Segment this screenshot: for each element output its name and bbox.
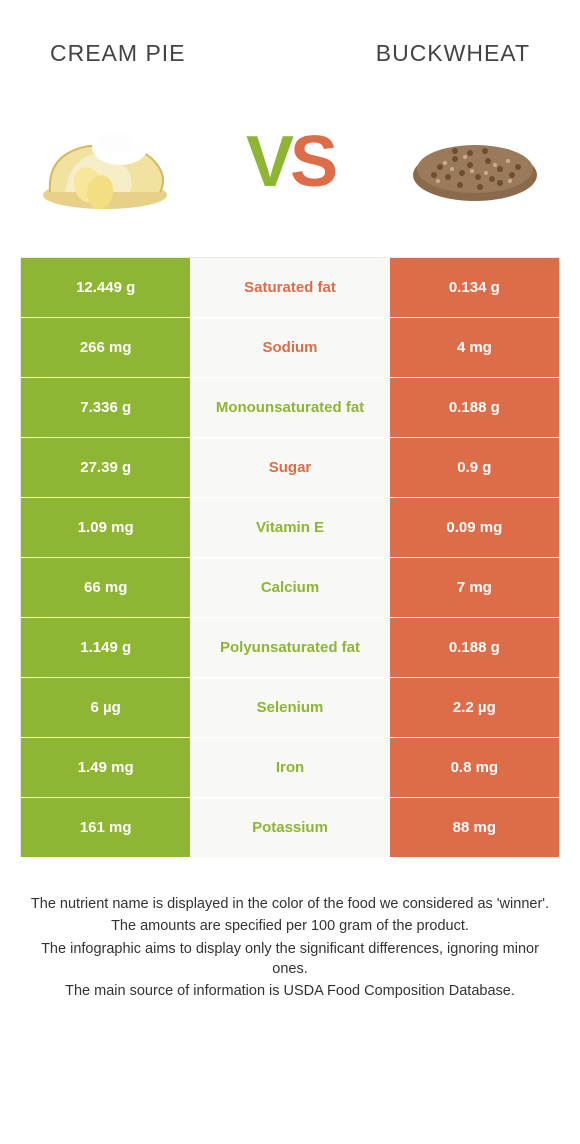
footer-line: The infographic aims to display only the… <box>30 939 550 980</box>
nutrient-name-cell: Vitamin E <box>190 498 389 557</box>
left-value-cell: 66 mg <box>21 558 190 617</box>
vs-label: VS <box>246 121 334 203</box>
right-value-cell: 7 mg <box>390 558 559 617</box>
footer-line: The main source of information is USDA F… <box>30 981 550 1001</box>
vs-s-letter: S <box>290 121 334 203</box>
left-value-cell: 266 mg <box>21 318 190 377</box>
left-value-cell: 12.449 g <box>21 258 190 317</box>
left-value-cell: 6 µg <box>21 678 190 737</box>
nutrient-name-cell: Iron <box>190 738 389 797</box>
table-row: 161 mgPotassium88 mg <box>21 798 559 858</box>
right-value-cell: 0.09 mg <box>390 498 559 557</box>
left-value-cell: 1.09 mg <box>21 498 190 557</box>
left-value-cell: 161 mg <box>21 798 190 857</box>
right-value-cell: 0.188 g <box>390 378 559 437</box>
nutrient-name-cell: Selenium <box>190 678 389 737</box>
nutrient-name-cell: Sugar <box>190 438 389 497</box>
cream-pie-image <box>30 107 180 217</box>
left-value-cell: 27.39 g <box>21 438 190 497</box>
table-row: 27.39 gSugar0.9 g <box>21 438 559 498</box>
footer-line: The amounts are specified per 100 gram o… <box>30 916 550 936</box>
nutrient-name-cell: Saturated fat <box>190 258 389 317</box>
vs-v-letter: V <box>246 121 290 203</box>
right-value-cell: 2.2 µg <box>390 678 559 737</box>
table-row: 12.449 gSaturated fat0.134 g <box>21 258 559 318</box>
image-row: VS <box>0 97 580 257</box>
right-value-cell: 4 mg <box>390 318 559 377</box>
right-value-cell: 0.188 g <box>390 618 559 677</box>
header-row: CREAM PIE BUCKWHEAT <box>0 20 580 97</box>
table-row: 1.49 mgIron0.8 mg <box>21 738 559 798</box>
table-row: 1.09 mgVitamin E0.09 mg <box>21 498 559 558</box>
table-row: 266 mgSodium4 mg <box>21 318 559 378</box>
table-row: 66 mgCalcium7 mg <box>21 558 559 618</box>
left-value-cell: 1.49 mg <box>21 738 190 797</box>
nutrient-name-cell: Potassium <box>190 798 389 857</box>
nutrient-name-cell: Monounsaturated fat <box>190 378 389 437</box>
right-value-cell: 0.8 mg <box>390 738 559 797</box>
nutrient-name-cell: Sodium <box>190 318 389 377</box>
left-value-cell: 1.149 g <box>21 618 190 677</box>
footer-notes: The nutrient name is displayed in the co… <box>0 858 580 1001</box>
right-value-cell: 0.134 g <box>390 258 559 317</box>
right-value-cell: 0.9 g <box>390 438 559 497</box>
table-row: 1.149 gPolyunsaturated fat0.188 g <box>21 618 559 678</box>
table-row: 7.336 gMonounsaturated fat0.188 g <box>21 378 559 438</box>
buckwheat-image <box>400 107 550 217</box>
table-row: 6 µgSelenium2.2 µg <box>21 678 559 738</box>
footer-line: The nutrient name is displayed in the co… <box>30 894 550 914</box>
left-food-title: CREAM PIE <box>50 40 186 67</box>
right-food-title: BUCKWHEAT <box>376 40 530 67</box>
nutrient-name-cell: Calcium <box>190 558 389 617</box>
right-value-cell: 88 mg <box>390 798 559 857</box>
left-value-cell: 7.336 g <box>21 378 190 437</box>
nutrient-name-cell: Polyunsaturated fat <box>190 618 389 677</box>
nutrient-table: 12.449 gSaturated fat0.134 g266 mgSodium… <box>20 257 560 858</box>
